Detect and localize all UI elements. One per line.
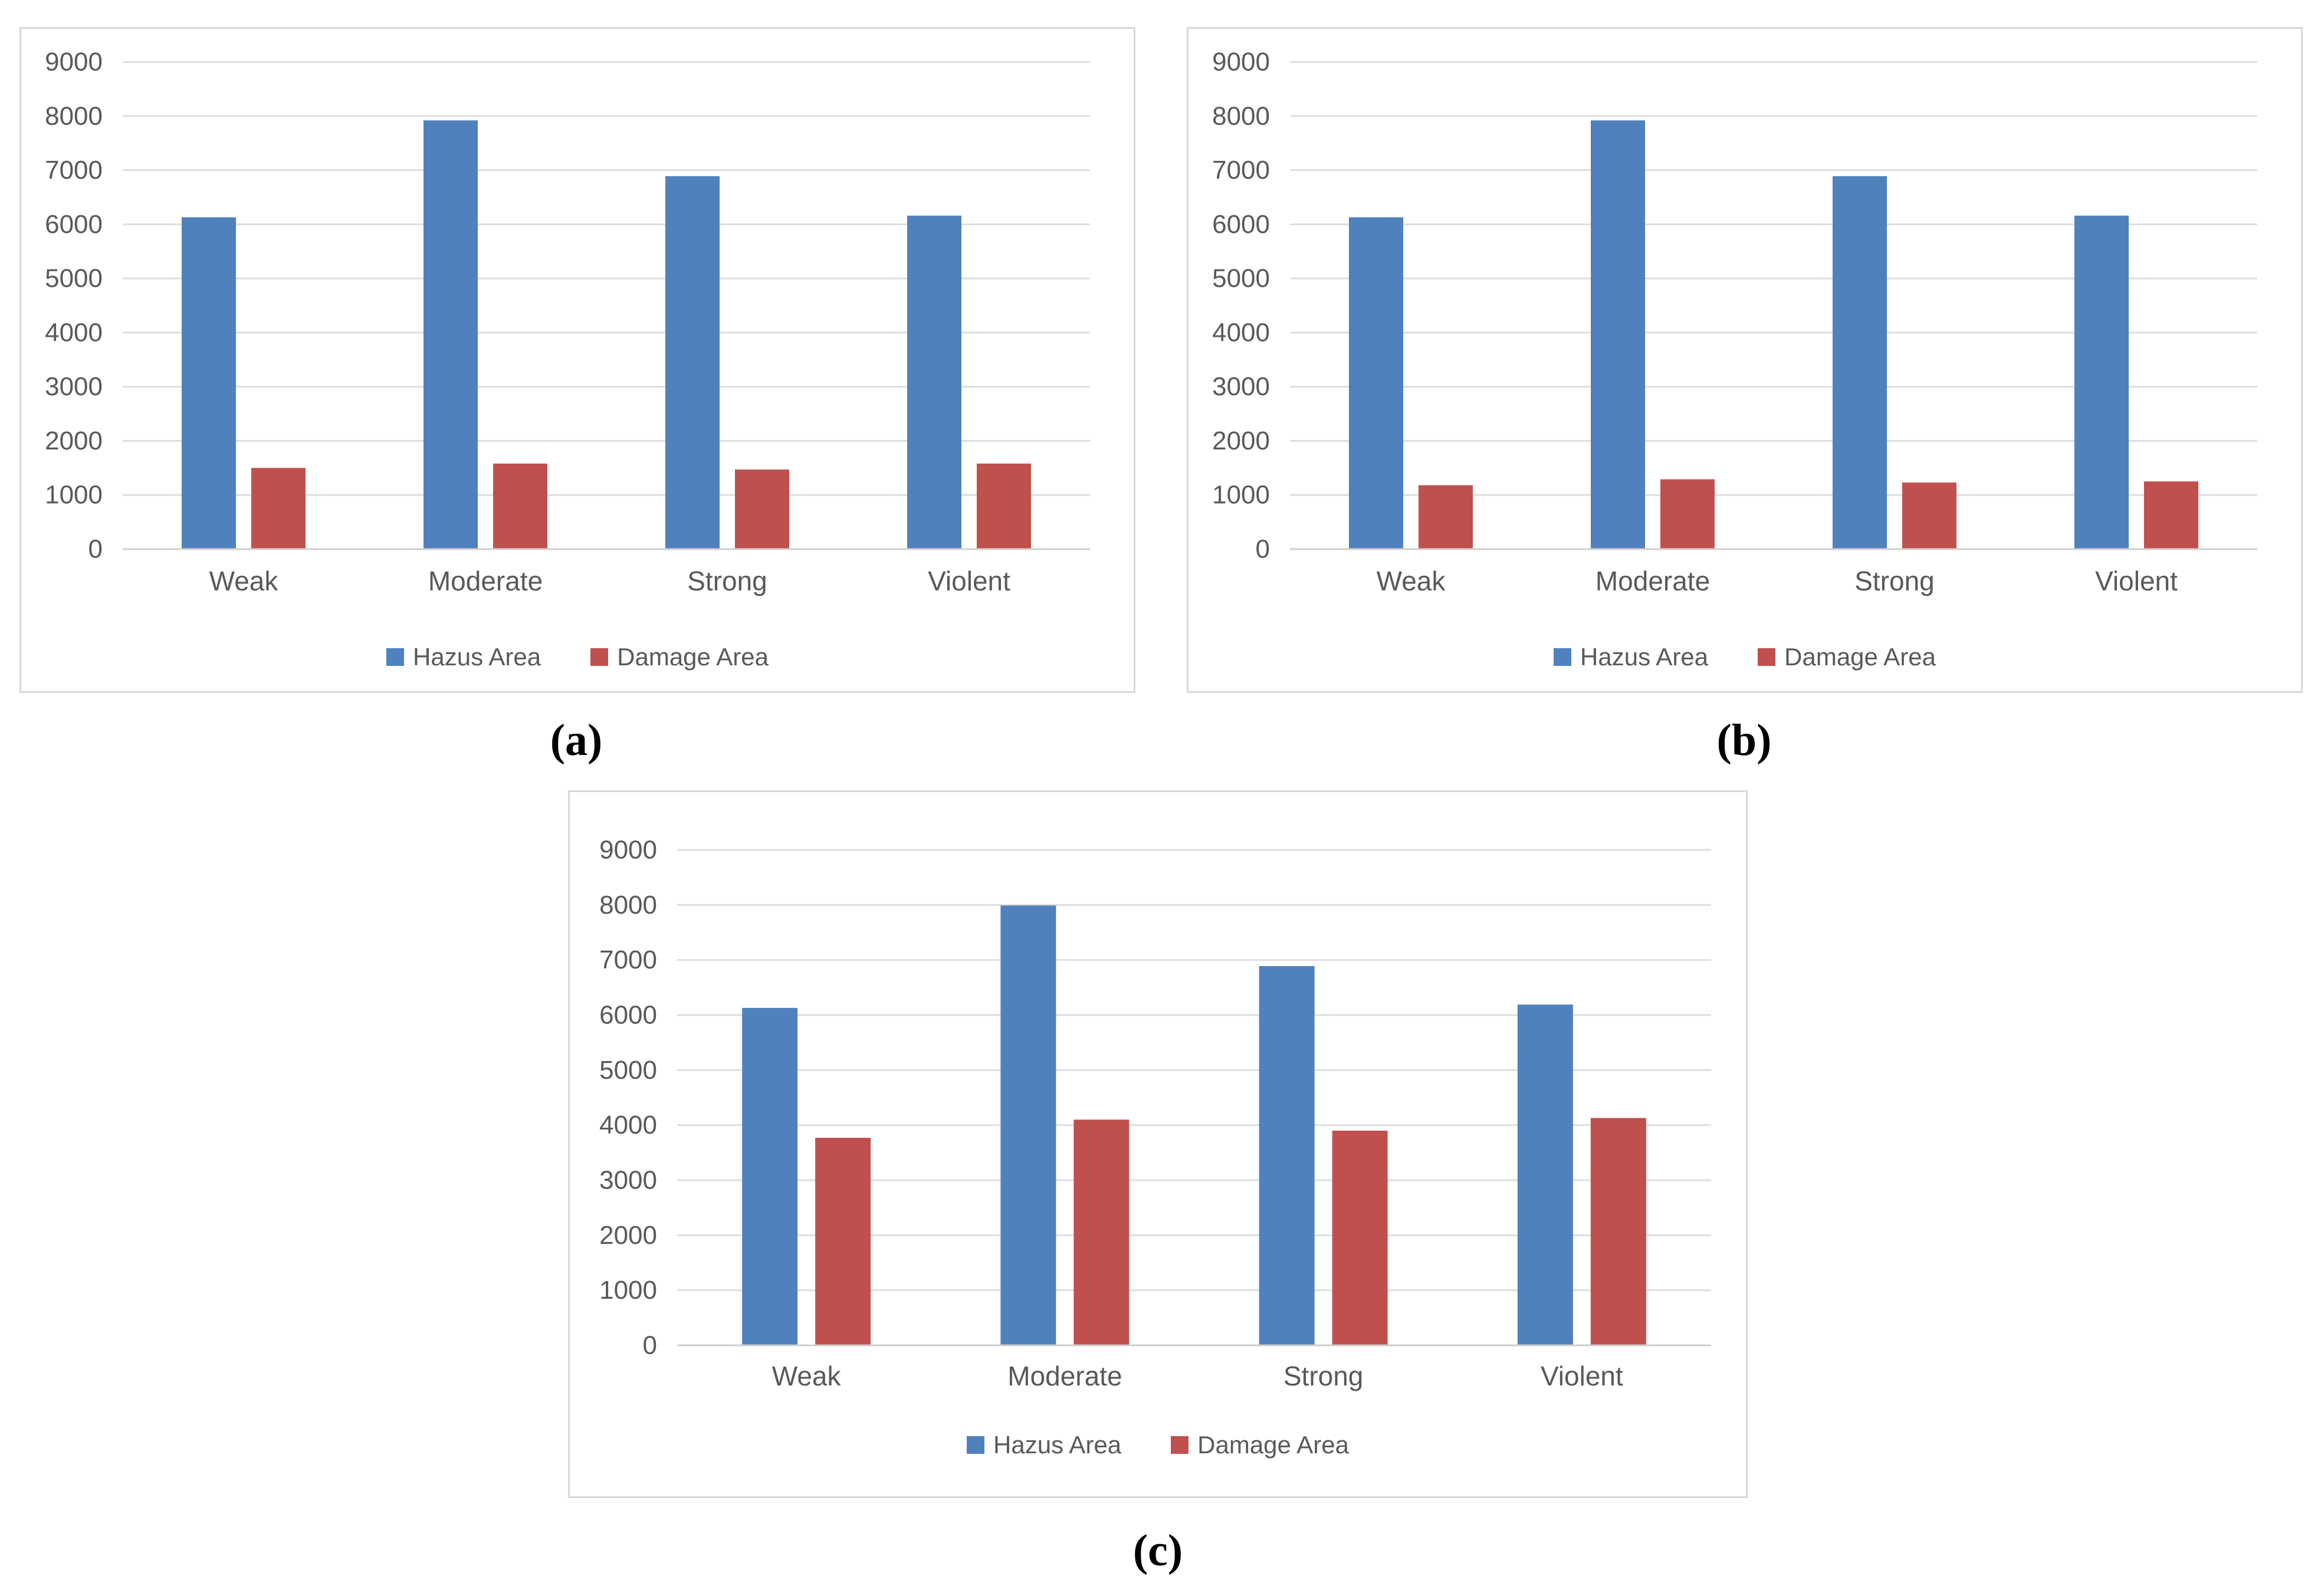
y-tick-label-5000: 5000 — [45, 264, 103, 293]
legend-entry-hazus-area: Hazus Area — [386, 645, 541, 669]
x-category-label-weak: Weak — [209, 566, 279, 596]
y-tick-label-1000: 1000 — [45, 481, 103, 510]
bar-hazus-area-moderate — [1591, 120, 1645, 549]
legend-label-damage-area: Damage Area — [617, 643, 769, 671]
x-category-label-violent: Violent — [1541, 1361, 1623, 1391]
bar-hazus-area-strong — [1833, 176, 1887, 549]
legend-label-hazus-area: Hazus Area — [1580, 643, 1709, 671]
hazus-area-swatch-icon — [386, 648, 405, 666]
bar-hazus-area-weak — [182, 217, 236, 549]
chart-panel-b: 0 1000 2000 3000 4000 5000 6000 7000 8000 9000 Wea… — [1187, 27, 2303, 693]
bar-damage-area-weak — [1419, 485, 1473, 549]
bar-hazus-area-weak — [1349, 217, 1403, 549]
x-category-label-weak: Weak — [772, 1361, 842, 1391]
y-tick-label-0: 0 — [643, 1331, 657, 1360]
bar-chart-c: 0 1000 2000 3000 4000 5000 6000 7000 8000 9000 Wea… — [599, 836, 1711, 1391]
y-tick-label-8000: 8000 — [599, 891, 657, 919]
y-tick-label-7000: 7000 — [1212, 156, 1270, 185]
x-category-label-violent: Violent — [928, 566, 1010, 596]
y-tick-label-2000: 2000 — [599, 1221, 657, 1250]
hazus-area-swatch-icon — [1554, 648, 1572, 666]
y-tick-label-9000: 9000 — [45, 48, 103, 77]
y-tick-label-4000: 4000 — [1212, 318, 1270, 347]
y-tick-label-5000: 5000 — [1212, 264, 1270, 293]
bar-chart-b: 0 1000 2000 3000 4000 5000 6000 7000 8000 9000 Wea… — [1212, 48, 2257, 596]
y-tick-label-6000: 6000 — [599, 1001, 657, 1030]
y-tick-label-2000: 2000 — [45, 426, 103, 455]
x-category-label-strong: Strong — [1283, 1361, 1364, 1391]
y-tick-label-4000: 4000 — [45, 318, 103, 347]
y-tick-label-1000: 1000 — [1212, 481, 1270, 510]
legend: Hazus Area Damage Area — [21, 645, 1134, 669]
bar-damage-area-weak — [815, 1138, 871, 1345]
bar-damage-area-violent — [977, 463, 1031, 549]
subfigure-caption-c: (c) — [1132, 1526, 1183, 1575]
x-category-label-weak: Weak — [1377, 566, 1446, 596]
bar-hazus-area-weak — [742, 1007, 798, 1345]
legend-entry-damage-area: Damage Area — [1758, 645, 1936, 669]
bar-damage-area-moderate — [1073, 1119, 1130, 1345]
y-tick-label-0: 0 — [88, 535, 103, 564]
bar-chart-a: 0 1000 2000 3000 4000 5000 6000 7000 8000 9000 Wea… — [45, 48, 1090, 596]
y-tick-label-8000: 8000 — [45, 101, 103, 130]
y-tick-label-6000: 6000 — [1212, 210, 1270, 239]
bar-damage-area-weak — [251, 468, 306, 549]
x-category-label-moderate: Moderate — [1007, 1361, 1122, 1391]
y-tick-label-4000: 4000 — [599, 1111, 657, 1139]
hazus-area-swatch-icon — [967, 1436, 985, 1454]
x-category-label-moderate: Moderate — [428, 566, 543, 596]
subfigure-caption-b: (b) — [1716, 715, 1772, 765]
legend-label-damage-area: Damage Area — [1197, 1431, 1349, 1459]
bar-hazus-area-strong — [665, 176, 720, 549]
y-tick-label-2000: 2000 — [1212, 426, 1270, 455]
y-tick-label-1000: 1000 — [599, 1276, 657, 1305]
y-tick-label-7000: 7000 — [45, 156, 103, 185]
legend: Hazus Area Damage Area — [1189, 645, 2301, 669]
bar-damage-area-moderate — [493, 463, 547, 549]
legend-entry-hazus-area: Hazus Area — [1554, 645, 1708, 669]
y-tick-label-0: 0 — [1256, 535, 1270, 564]
y-tick-label-6000: 6000 — [45, 210, 103, 239]
damage-area-swatch-icon — [590, 648, 609, 666]
bar-damage-area-moderate — [1660, 479, 1715, 549]
bar-hazus-area-strong — [1259, 966, 1315, 1345]
damage-area-swatch-icon — [1758, 648, 1776, 666]
x-category-label-moderate: Moderate — [1595, 566, 1710, 596]
y-tick-label-8000: 8000 — [1212, 101, 1270, 130]
bar-damage-area-strong — [735, 469, 789, 549]
bar-hazus-area-violent — [1517, 1004, 1573, 1345]
legend-entry-damage-area: Damage Area — [1171, 1433, 1349, 1457]
y-tick-label-3000: 3000 — [45, 372, 103, 401]
damage-area-swatch-icon — [1171, 1436, 1189, 1454]
legend-label-hazus-area: Hazus Area — [993, 1431, 1122, 1459]
y-tick-label-3000: 3000 — [599, 1166, 657, 1195]
legend-entry-damage-area: Damage Area — [590, 645, 769, 669]
x-category-label-strong: Strong — [1854, 566, 1935, 596]
x-category-label-strong: Strong — [687, 566, 767, 596]
bar-hazus-area-violent — [907, 215, 961, 549]
bar-hazus-area-moderate — [1000, 905, 1056, 1345]
bar-hazus-area-moderate — [423, 120, 478, 549]
y-tick-label-9000: 9000 — [1212, 48, 1270, 77]
y-tick-label-9000: 9000 — [599, 836, 657, 865]
bar-damage-area-violent — [2144, 481, 2198, 549]
chart-panel-a: 0 1000 2000 3000 4000 5000 6000 7000 8000 9000 Wea… — [19, 27, 1135, 693]
subfigure-caption-a: (a) — [550, 715, 603, 765]
bar-damage-area-violent — [1590, 1118, 1646, 1345]
bar-hazus-area-violent — [2074, 215, 2129, 549]
y-tick-label-5000: 5000 — [599, 1056, 657, 1085]
legend-label-hazus-area: Hazus Area — [413, 643, 541, 671]
bar-damage-area-strong — [1332, 1131, 1388, 1345]
chart-panel-c: 0 1000 2000 3000 4000 5000 6000 7000 8000 9000 Wea… — [568, 790, 1748, 1498]
y-tick-label-7000: 7000 — [599, 945, 657, 974]
legend-entry-hazus-area: Hazus Area — [967, 1433, 1121, 1457]
x-category-label-violent: Violent — [2095, 566, 2178, 596]
bar-damage-area-strong — [1902, 482, 1956, 549]
legend-label-damage-area: Damage Area — [1784, 643, 1936, 671]
legend: Hazus Area Damage Area — [570, 1433, 1746, 1457]
y-tick-label-3000: 3000 — [1212, 372, 1270, 401]
